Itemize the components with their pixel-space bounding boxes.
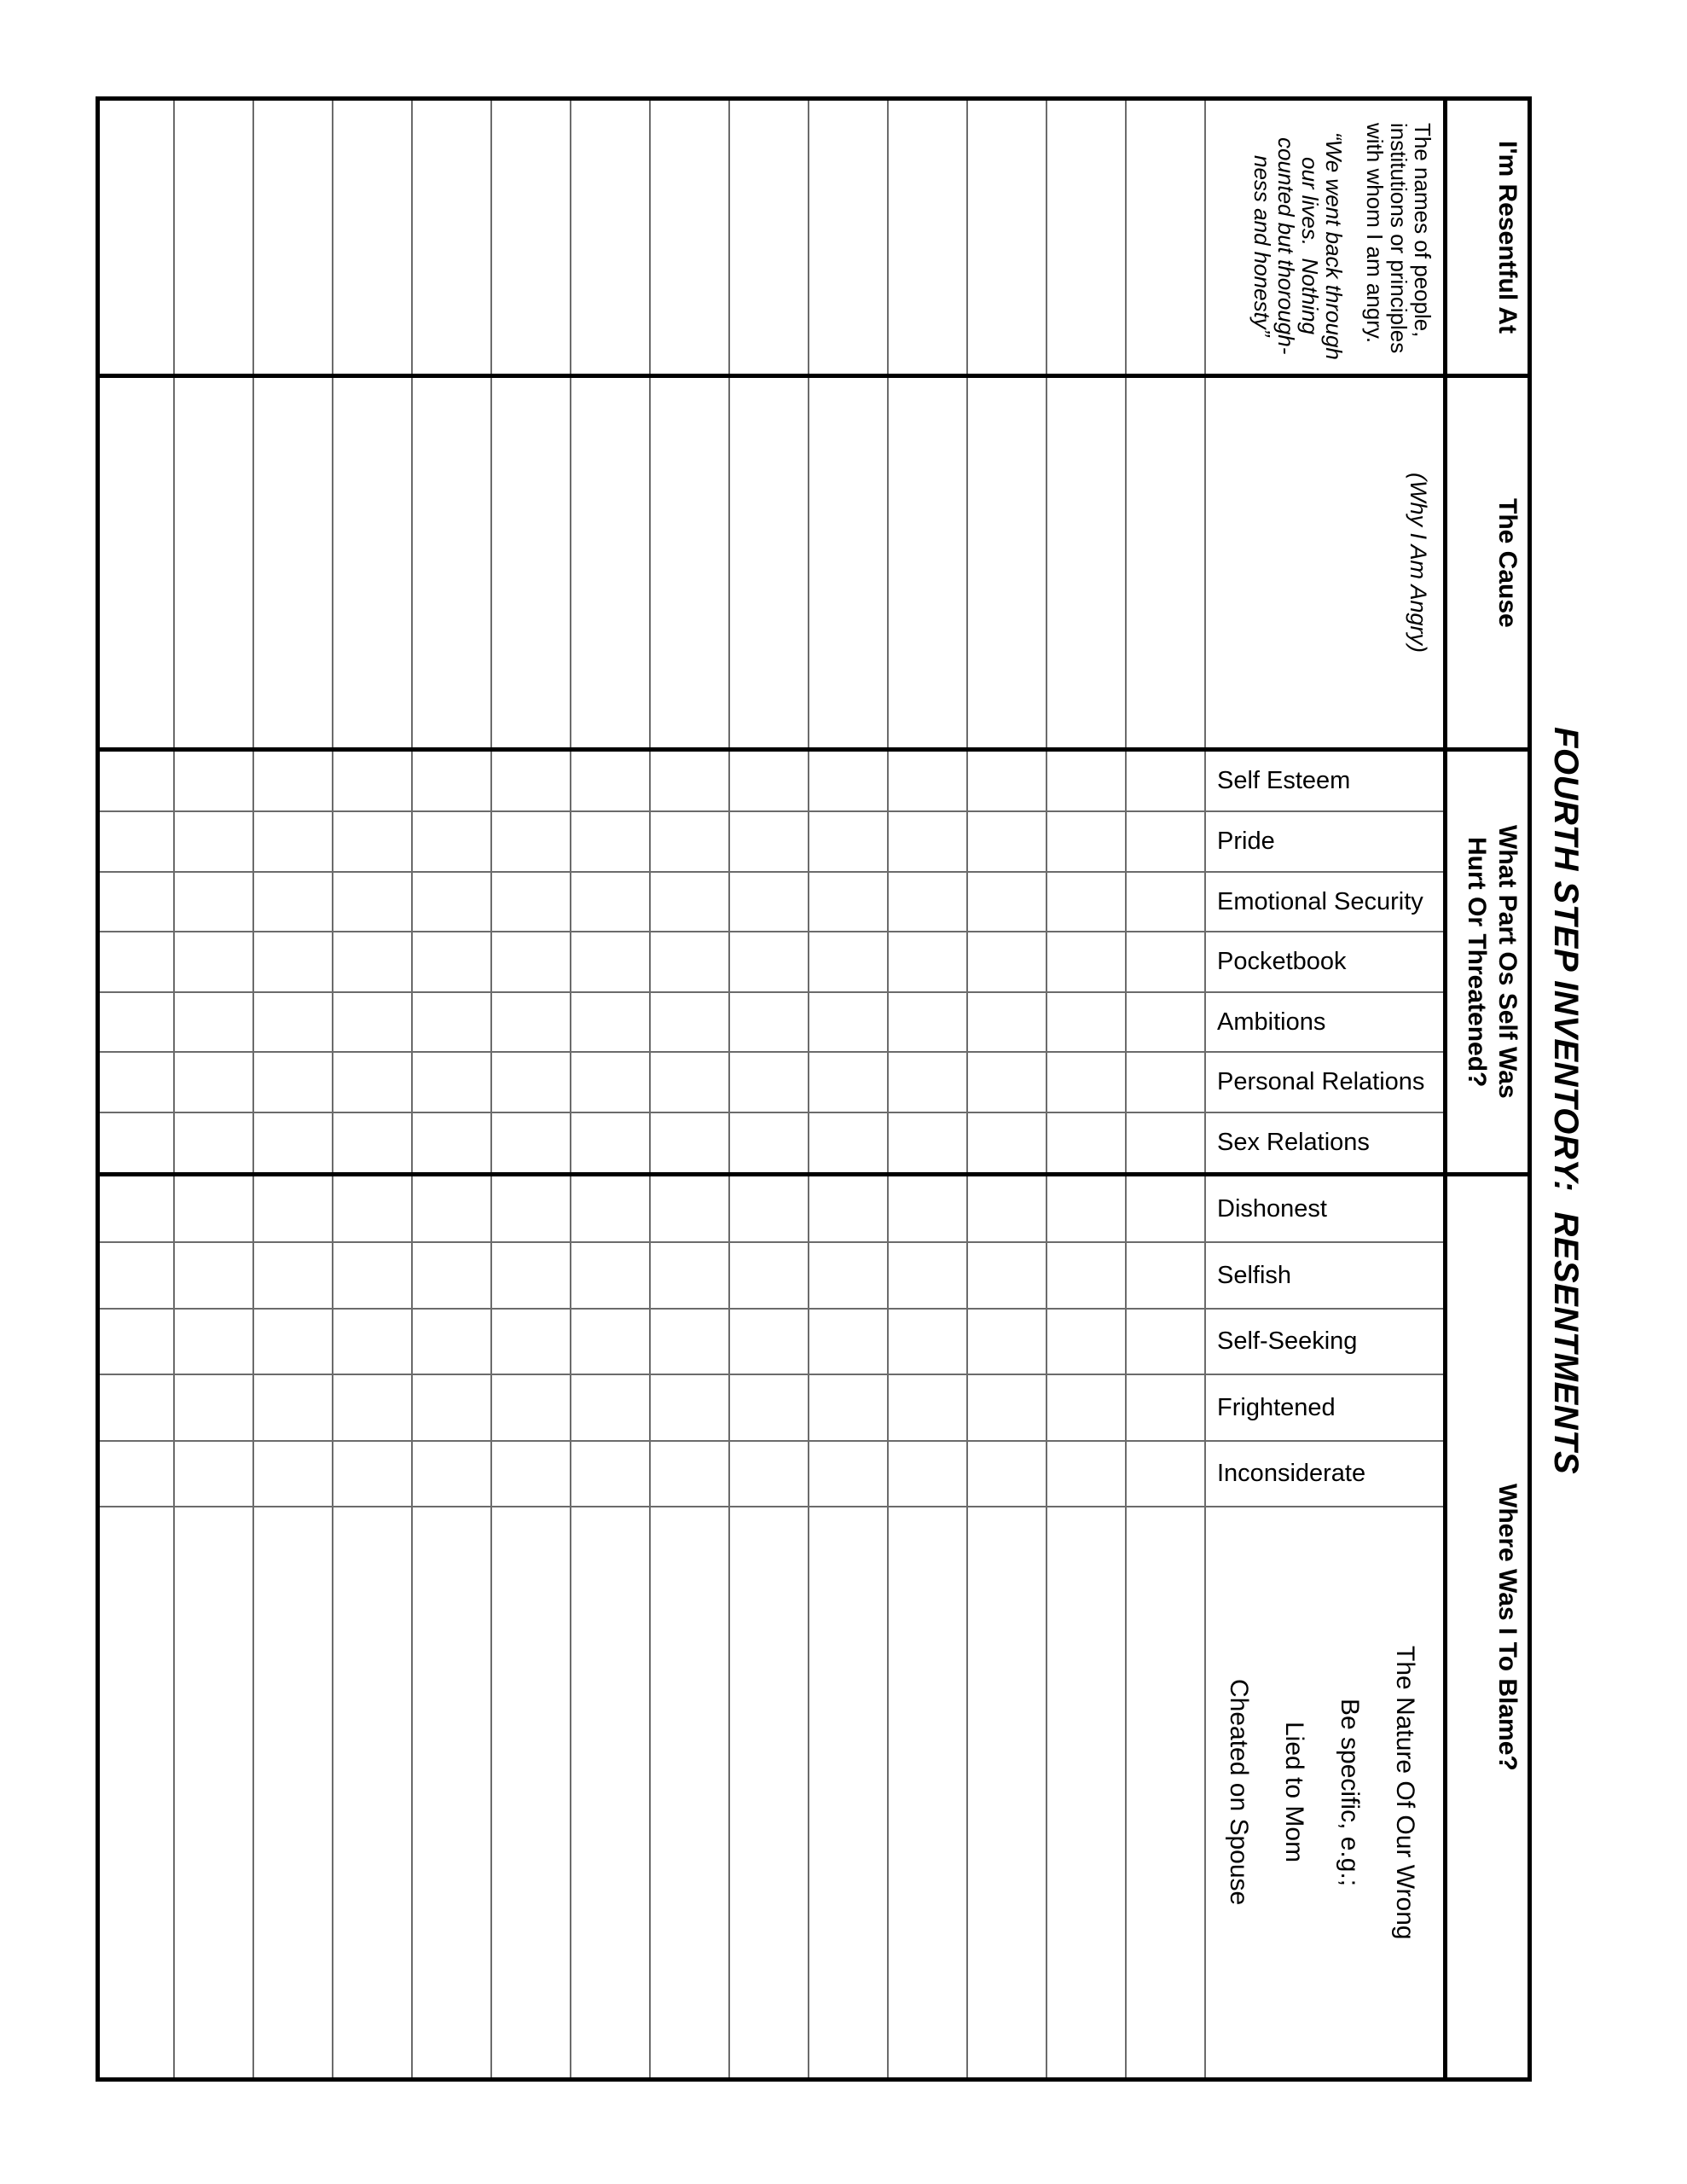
note-line: with whom I am angry. <box>1362 123 1388 344</box>
header-label: Where Was I To Blame? <box>1493 1483 1522 1771</box>
row-label-pocketbook: Pocketbook <box>1217 948 1347 975</box>
note-line: institutions or principles <box>1386 123 1412 354</box>
note-line: (Why I Am Angry) <box>1406 472 1431 653</box>
row-divider <box>96 1506 1443 1507</box>
row-label-inconsiderate: Inconsiderate <box>1217 1460 1366 1487</box>
row-divider <box>96 810 1443 812</box>
quote-line: counted but thorough- <box>1273 136 1299 355</box>
table-border-top <box>96 96 1532 101</box>
row-divider <box>96 1051 1443 1053</box>
data-column-gridlines <box>96 96 1206 2082</box>
quote-line: our lives. Nothing <box>1297 156 1323 335</box>
blame-instructions: The Nature Of Our Wrong Be specific, e.g… <box>1206 1507 1443 2077</box>
section-divider-blame <box>96 1172 1532 1176</box>
note-line: Lied to Mom <box>1280 1722 1308 1863</box>
header-label-line: Hurt Or Threatened? <box>1463 836 1491 1088</box>
quote-line: “We went back through <box>1321 131 1347 360</box>
header-label: The Cause <box>1493 497 1522 628</box>
row-divider <box>96 991 1443 993</box>
row-label-personal-relations: Personal Relations <box>1217 1068 1425 1095</box>
row-label-emotional-security: Emotional Security <box>1217 887 1423 915</box>
note-line: The names of people, <box>1410 123 1435 338</box>
row-divider <box>96 1112 1443 1113</box>
header-label-line: What Part Os Self Was <box>1493 825 1522 1099</box>
header-the-cause: The Cause <box>1447 378 1528 747</box>
row-label-selfish: Selfish <box>1217 1261 1292 1289</box>
row-divider <box>96 1440 1443 1442</box>
header-label: I'm Resentful At <box>1493 140 1522 334</box>
header-im-resentful-at: I'm Resentful At <box>1447 101 1528 374</box>
table-border-left <box>96 96 100 2082</box>
header-strip-divider <box>1443 96 1447 2082</box>
row-label-self-seeking: Self-Seeking <box>1217 1327 1358 1355</box>
quote-line: ness and honesty” <box>1249 154 1275 337</box>
row-label-self-esteem: Self Esteem <box>1217 767 1351 794</box>
table-border-bottom <box>96 2077 1532 2082</box>
row-divider <box>96 1308 1443 1310</box>
row-label-frightened: Frightened <box>1217 1393 1336 1421</box>
row-label-pride: Pride <box>1217 828 1275 855</box>
note-line: Cheated on Spouse <box>1225 1679 1253 1906</box>
section-divider-cause <box>96 374 1532 378</box>
header-what-part-of-self: What Part Os Self Was Hurt Or Threatened… <box>1447 752 1528 1172</box>
row-divider <box>96 931 1443 932</box>
inventory-table: I'm Resentful At The Cause What Part Os … <box>96 96 1532 2082</box>
header-where-was-i-to-blame: Where Was I To Blame? <box>1447 1176 1528 2077</box>
section-divider-hurt <box>96 747 1532 752</box>
row-label-ambitions: Ambitions <box>1217 1008 1326 1036</box>
row-label-sex-relations: Sex Relations <box>1217 1129 1370 1156</box>
note-line: The Nature Of Our Wrong <box>1391 1645 1419 1940</box>
page-title: FOURTH STEP INVENTORY: RESENTMENTS <box>1547 727 1585 1475</box>
resentful-instructions: The names of people, institutions or pri… <box>1206 101 1443 374</box>
row-divider <box>96 1374 1443 1375</box>
cause-instructions: (Why I Am Angry) <box>1206 378 1443 747</box>
table-border-right <box>1528 96 1532 2082</box>
row-divider <box>96 1241 1443 1243</box>
row-divider <box>96 871 1443 873</box>
row-label-dishonest: Dishonest <box>1217 1194 1327 1223</box>
note-line: Be specific, e.g.; <box>1336 1698 1364 1887</box>
